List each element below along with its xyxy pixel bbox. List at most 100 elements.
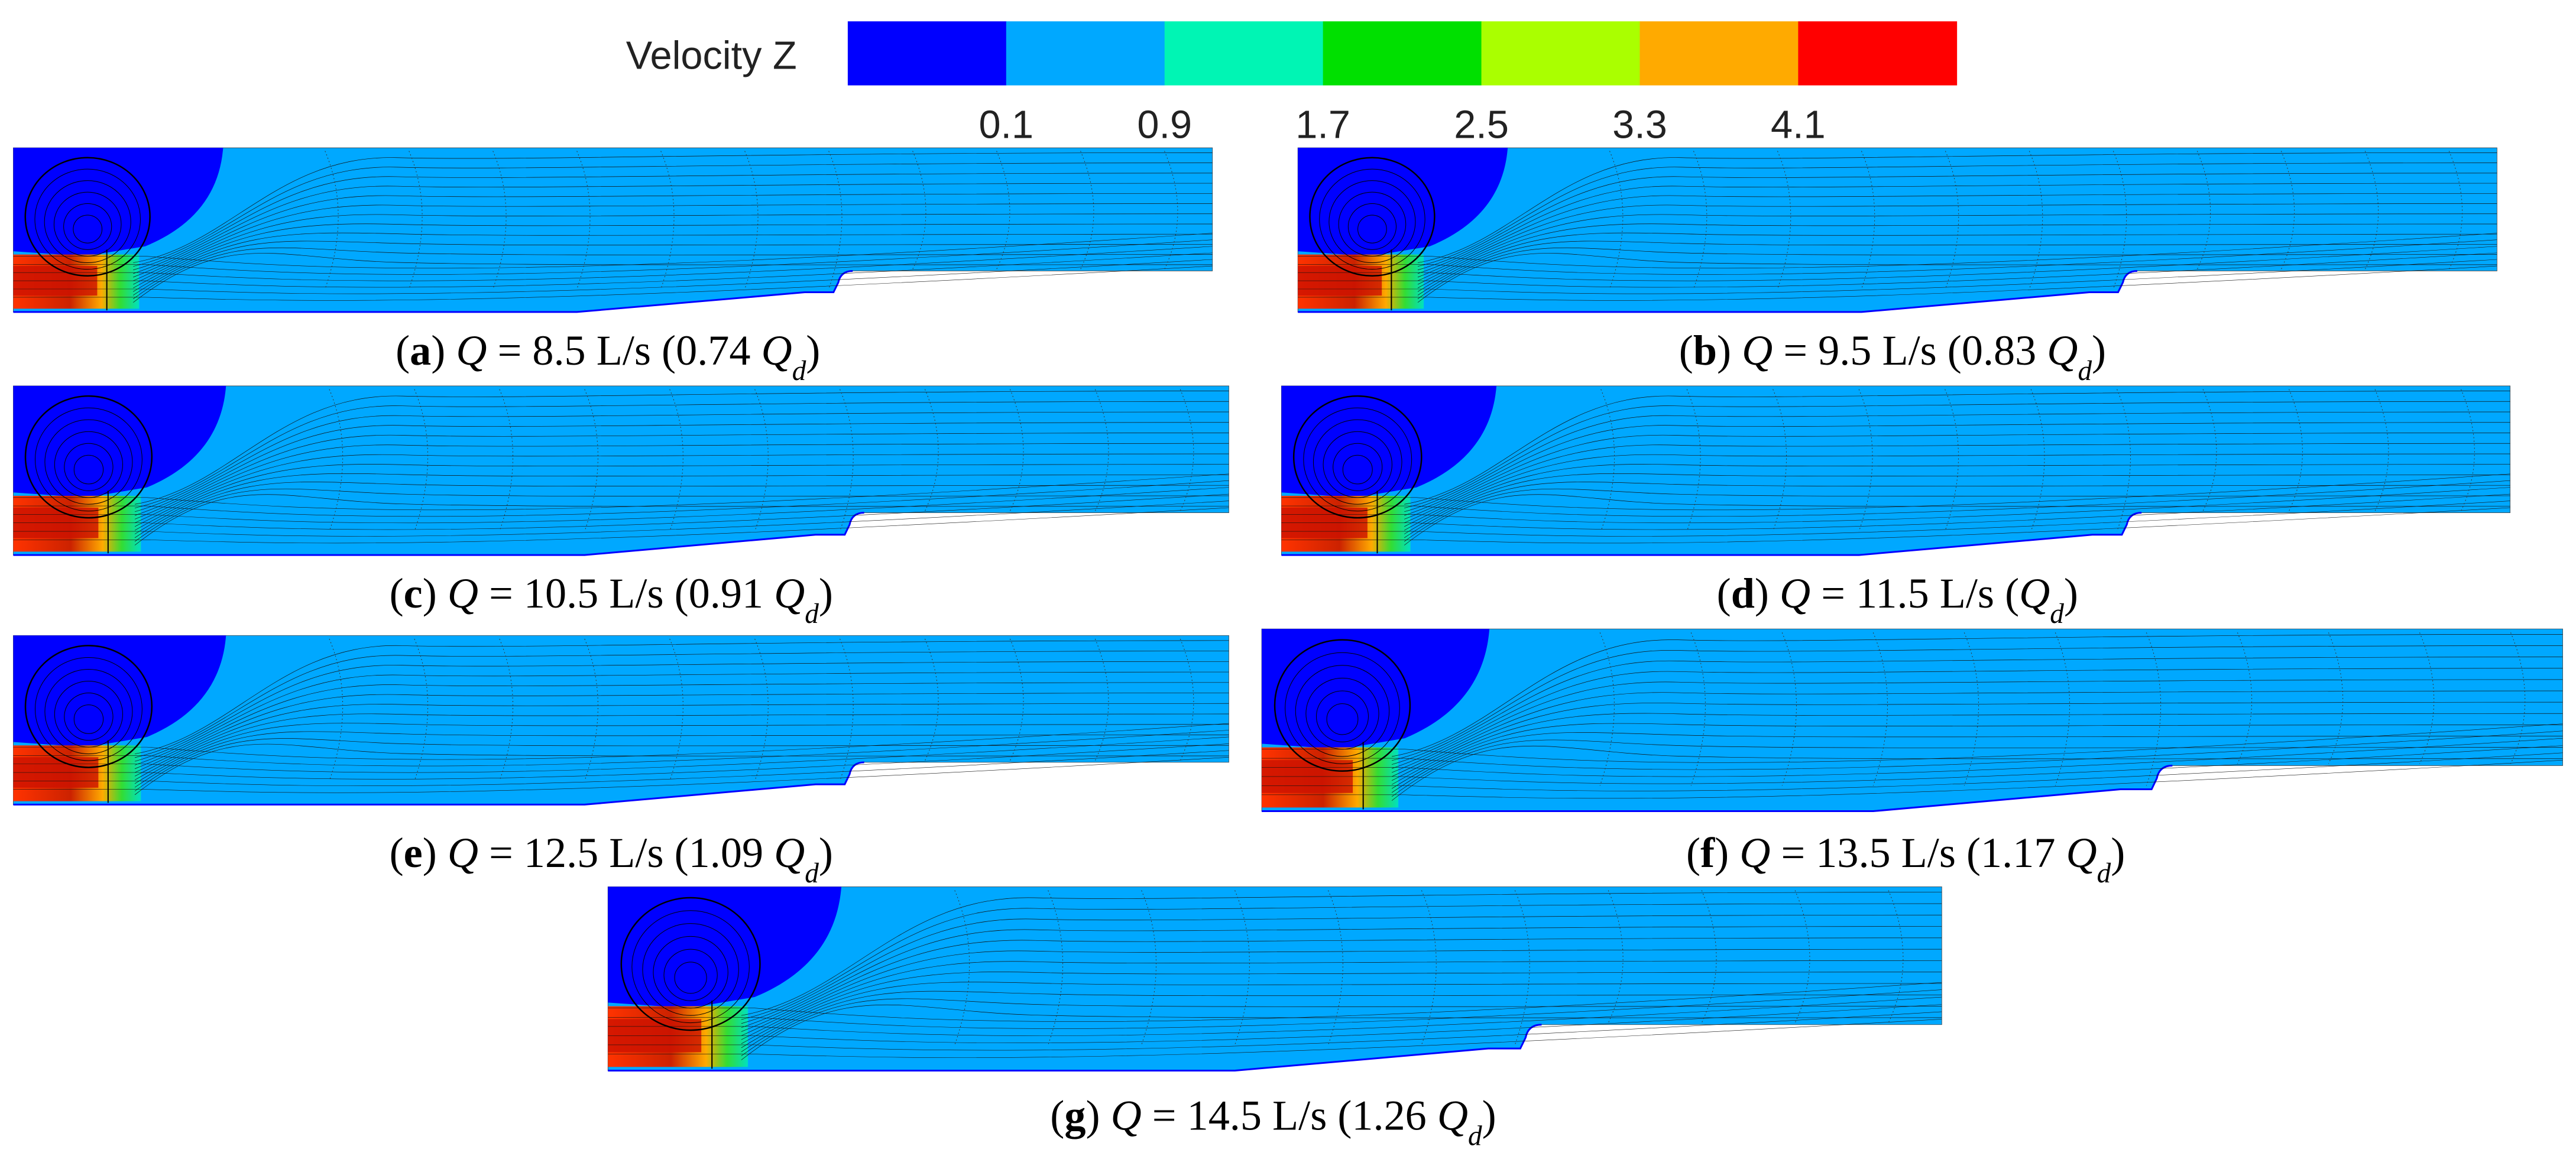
streamline bbox=[135, 714, 1229, 780]
flow-panel bbox=[1281, 386, 2510, 555]
streamline bbox=[13, 723, 1229, 759]
caption-part: ( bbox=[1717, 570, 1731, 617]
streamline bbox=[1404, 473, 2510, 534]
streamline bbox=[135, 732, 1229, 787]
vortex-streamline bbox=[1304, 408, 1412, 511]
streamline bbox=[741, 982, 1942, 1048]
streamline bbox=[1404, 433, 2510, 519]
streamline bbox=[13, 730, 1229, 767]
panel-caption: (e) Q = 12.5 L/s (1.09 Qd) bbox=[390, 829, 833, 889]
low-velocity-zone bbox=[13, 148, 223, 256]
panel-caption: (a) Q = 8.5 L/s (0.74 Qd) bbox=[396, 327, 820, 387]
caption-part: d bbox=[792, 356, 806, 387]
caption-part: c bbox=[404, 570, 423, 617]
caption-part: = 14.5 L/s (1.26 bbox=[1142, 1092, 1437, 1139]
streamline bbox=[1418, 224, 2497, 288]
vortex-streamline bbox=[1348, 204, 1396, 250]
arrow-front bbox=[913, 151, 926, 269]
streamline bbox=[133, 254, 1212, 303]
streamline bbox=[133, 193, 1212, 277]
streamline bbox=[13, 757, 1229, 793]
caption-part: Q bbox=[1739, 829, 1770, 876]
streamline bbox=[608, 1012, 1942, 1050]
vortex-streamline bbox=[1310, 158, 1434, 276]
streamline bbox=[133, 204, 1212, 281]
arrow-front bbox=[2055, 632, 2069, 785]
arrow-front bbox=[2365, 151, 2378, 269]
streamline bbox=[135, 454, 1229, 527]
vortex-streamline bbox=[1343, 455, 1372, 484]
arrow-front bbox=[409, 151, 422, 289]
streamline bbox=[608, 997, 1942, 1035]
streamline bbox=[741, 927, 1942, 1028]
colorbar-tick-label: 0.1 bbox=[978, 103, 1033, 147]
streamline bbox=[1392, 732, 2562, 793]
streamline bbox=[1262, 738, 2562, 777]
streamline bbox=[13, 240, 1212, 275]
streamline bbox=[135, 641, 1229, 754]
streamline bbox=[135, 661, 1229, 761]
caption-part: ) bbox=[2111, 829, 2125, 876]
streamline bbox=[133, 152, 1212, 262]
arrow-front bbox=[325, 151, 338, 289]
streamline bbox=[1298, 259, 2497, 294]
vortex-streamline bbox=[54, 192, 121, 256]
streamline bbox=[135, 739, 1229, 791]
streamline bbox=[1404, 423, 2510, 515]
vortex-streamline bbox=[44, 181, 131, 263]
streamline bbox=[133, 183, 1212, 274]
caption-part: ( bbox=[396, 327, 410, 374]
low-velocity-zone bbox=[1281, 385, 1497, 498]
arrow-front bbox=[2449, 151, 2462, 269]
arrow-front bbox=[1795, 891, 1810, 1023]
caption-part: ( bbox=[1050, 1092, 1064, 1139]
vortex-streamline bbox=[73, 215, 102, 243]
streamline bbox=[135, 683, 1229, 769]
vortex-streamline bbox=[54, 431, 122, 498]
streamline bbox=[1281, 501, 2510, 537]
vortex-streamline bbox=[54, 681, 122, 748]
streamline bbox=[1418, 193, 2497, 277]
caption-part: ) bbox=[819, 829, 833, 876]
caption-part: ) bbox=[1755, 570, 1780, 617]
caption-part: Q bbox=[2047, 327, 2078, 374]
streamline bbox=[135, 412, 1229, 512]
streamline bbox=[1418, 173, 2497, 270]
arrow-front bbox=[997, 151, 1010, 269]
vortex-streamline bbox=[1316, 691, 1368, 742]
streamline bbox=[1281, 474, 2510, 510]
streamline bbox=[1281, 488, 2510, 523]
streamline bbox=[13, 494, 1229, 530]
colorbar-segment bbox=[1164, 21, 1324, 86]
vortex-streamline bbox=[35, 408, 142, 511]
caption-part: Q bbox=[1111, 1092, 1142, 1139]
arrow-front bbox=[1693, 151, 1706, 289]
streamline bbox=[1404, 489, 2510, 541]
vortex-streamline bbox=[1358, 215, 1387, 243]
panel-caption: (d) Q = 11.5 L/s (Qd) bbox=[1717, 570, 2078, 629]
streamline bbox=[13, 259, 1212, 294]
arrow-front bbox=[1081, 151, 1094, 269]
caption-part: ) bbox=[1482, 1092, 1496, 1139]
arrow-front bbox=[1235, 891, 1250, 1045]
arrow-front bbox=[2029, 151, 2042, 289]
vortex-streamline bbox=[74, 705, 103, 734]
caption-part: ) bbox=[2064, 570, 2078, 617]
streamline bbox=[1392, 691, 2562, 777]
arrow-front bbox=[1048, 891, 1063, 1045]
arrow-front bbox=[2419, 632, 2434, 764]
caption-part: = 9.5 L/s (0.83 bbox=[1773, 327, 2047, 374]
arrow-front bbox=[1888, 891, 1903, 1023]
bottom-wall bbox=[13, 513, 864, 556]
streamline bbox=[135, 464, 1229, 530]
vortex-streamline bbox=[35, 657, 142, 761]
caption-part: a bbox=[410, 327, 431, 374]
streamline bbox=[1418, 214, 2497, 284]
arrow-front bbox=[2328, 632, 2342, 764]
arrow-front bbox=[925, 389, 938, 511]
caption-part: ) bbox=[431, 327, 456, 374]
caption-part: ) bbox=[423, 829, 448, 876]
colorbar-tick-label: 3.3 bbox=[1612, 103, 1667, 147]
streamline bbox=[13, 488, 1229, 523]
vortex-streamline bbox=[1306, 678, 1379, 749]
